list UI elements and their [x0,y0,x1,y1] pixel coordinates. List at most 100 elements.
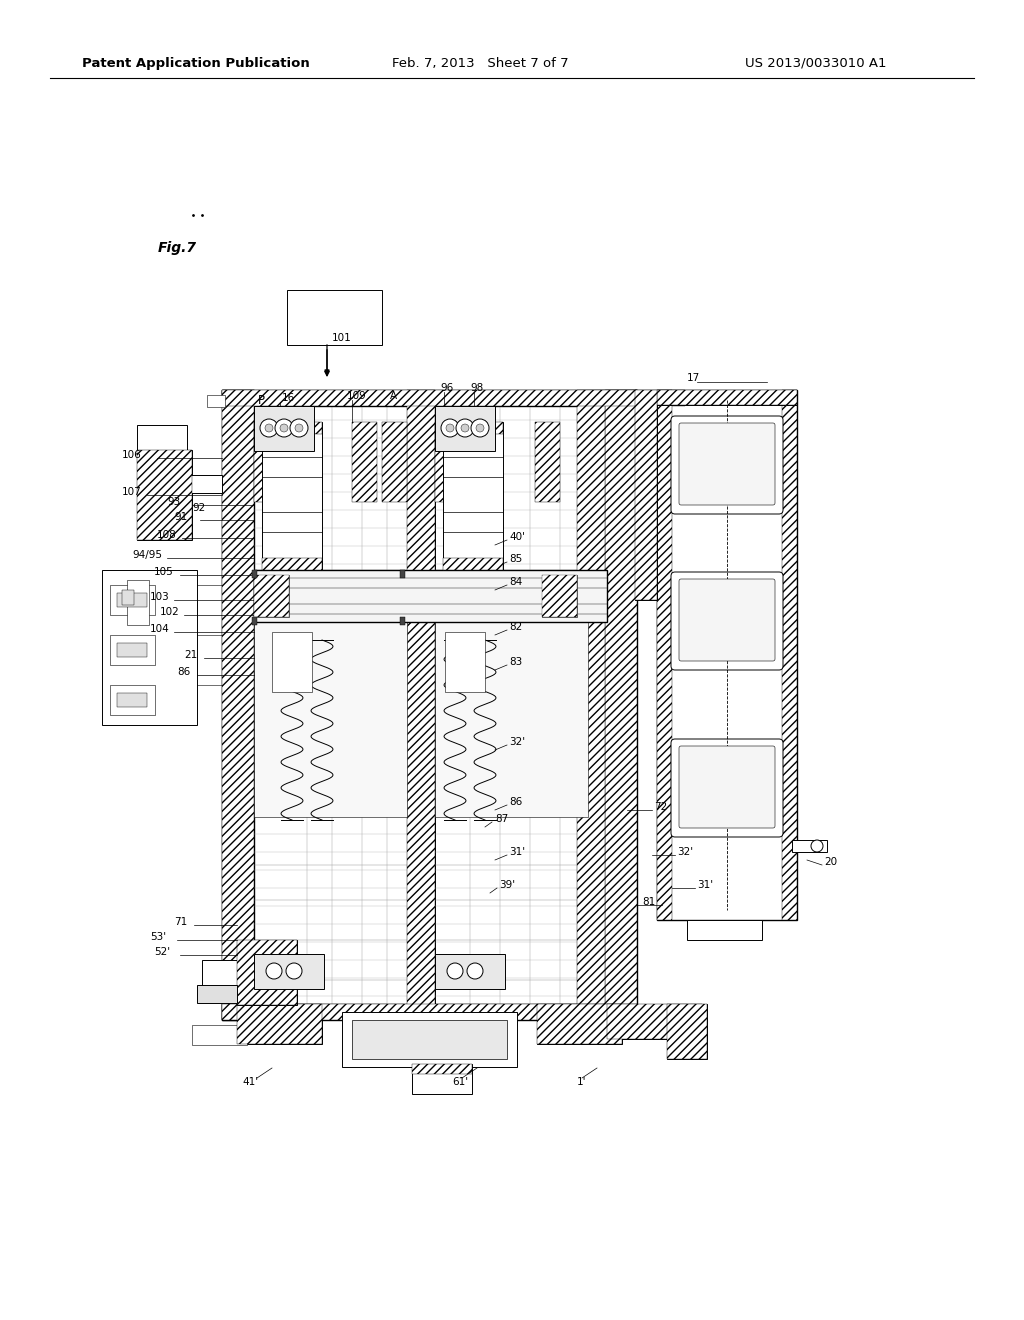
Circle shape [295,424,303,432]
Bar [197,985,237,1003]
Bar [792,840,827,851]
Bar [262,558,322,570]
Text: 94/95: 94/95 [132,550,162,560]
Bar [435,622,588,817]
Bar [443,558,503,570]
Text: 102: 102 [160,607,180,616]
Bar [635,389,685,407]
Bar [443,422,503,434]
Bar [110,685,155,715]
Bar [687,920,762,940]
Text: Fig.7: Fig.7 [158,242,197,255]
Bar [435,407,495,451]
Text: 41': 41' [242,1077,258,1086]
Bar [190,475,222,492]
Text: 103: 103 [150,591,170,602]
Bar [782,389,797,920]
Bar [252,616,257,624]
Text: A: A [390,391,397,401]
Bar [443,422,503,570]
Text: 105: 105 [154,568,174,577]
Bar [635,391,659,405]
Bar [342,1012,517,1067]
Bar [635,389,657,601]
Bar [202,960,247,990]
Text: 71: 71 [174,917,187,927]
Text: 21: 21 [184,649,198,660]
Text: 86: 86 [509,797,522,807]
Circle shape [446,424,454,432]
Circle shape [275,418,293,437]
Bar [254,576,289,616]
FancyBboxPatch shape [679,579,775,661]
Bar [352,422,377,502]
Bar [110,635,155,665]
Bar [222,389,637,407]
FancyBboxPatch shape [671,572,783,671]
Text: 39': 39' [499,880,515,890]
Bar [110,585,155,615]
Bar [635,389,685,407]
Circle shape [467,964,483,979]
Circle shape [447,964,463,979]
Bar [254,954,324,989]
Bar [222,1005,637,1020]
Bar [635,391,659,405]
Text: 107: 107 [122,487,141,498]
Text: 109: 109 [347,391,367,401]
Bar [657,389,672,920]
Bar [535,422,560,502]
Bar [137,425,187,450]
Bar [577,389,605,1020]
Circle shape [461,424,469,432]
Circle shape [456,418,474,437]
Text: 53': 53' [150,932,166,942]
Circle shape [290,418,308,437]
Circle shape [441,418,459,437]
Bar [542,576,577,616]
Text: 52': 52' [154,946,170,957]
Bar [254,407,314,451]
Bar [117,643,147,657]
Circle shape [471,418,489,437]
Bar [262,422,322,570]
Bar [412,1064,472,1094]
FancyBboxPatch shape [679,422,775,506]
Bar [272,632,312,692]
Text: 82: 82 [509,622,522,632]
Text: 40': 40' [509,532,525,543]
Text: 1': 1' [577,1077,587,1086]
Bar [287,290,382,345]
Text: 32': 32' [677,847,693,857]
Text: 108: 108 [157,531,177,540]
Bar [117,693,147,708]
Bar [237,940,297,1005]
Bar [237,1005,322,1044]
Bar [400,616,406,624]
Text: 31': 31' [509,847,525,857]
Bar [607,1005,702,1039]
Circle shape [260,418,278,437]
Bar [222,1005,637,1020]
Bar [254,422,279,502]
Text: 20: 20 [824,857,838,867]
Bar [667,1005,707,1059]
FancyBboxPatch shape [679,746,775,828]
Text: 84: 84 [509,577,522,587]
Circle shape [265,424,273,432]
FancyBboxPatch shape [671,416,783,513]
Text: P: P [258,393,265,407]
Text: 17: 17 [687,374,700,383]
Bar [137,450,193,540]
Bar [222,389,254,1020]
Bar [407,389,435,1020]
Bar [254,622,407,817]
Bar [382,422,407,502]
Bar [412,1064,472,1074]
Bar [657,389,797,405]
Bar [222,389,637,407]
Circle shape [476,424,484,432]
Bar [537,1005,622,1044]
Circle shape [286,964,302,979]
Bar [252,570,257,578]
